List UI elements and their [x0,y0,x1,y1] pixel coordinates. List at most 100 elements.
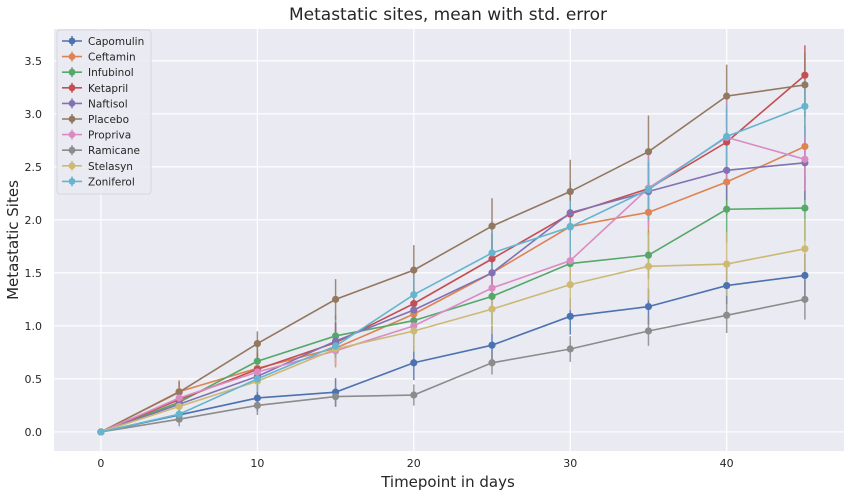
legend-label: Capomulin [88,36,144,48]
legend-item: Zoniferol [62,176,135,188]
series-line [100,248,806,433]
series-zoniferol [97,102,809,436]
data-point [331,342,340,350]
data-point [253,375,261,383]
data-point [253,339,261,348]
legend-marker [68,115,76,123]
series-group [97,71,809,436]
data-point [723,132,731,141]
data-point [488,305,496,313]
data-point [410,316,418,325]
data-point [566,223,574,231]
data-point [488,255,496,263]
x-tick-labels: 0 10 20 30 40 [97,457,733,470]
series-line [100,105,806,433]
data-point [175,410,183,418]
legend-item: Ceftamin [62,51,136,64]
plot-area [54,29,844,451]
data-point [410,359,418,367]
y-tick-label: 2.0 [25,214,43,227]
series-capomulin [97,271,809,436]
data-point [723,260,731,268]
legend-marker [68,68,76,76]
x-axis-label: Timepoint in days [380,473,515,491]
legend-marker [68,37,76,45]
series-line [100,207,805,433]
data-point [253,368,261,376]
y-tick-label: 0.5 [25,373,43,386]
legend-marker [68,146,76,154]
legend-label: Ramicane [88,145,140,157]
data-point [331,337,340,345]
data-point [410,266,418,274]
y-tick-label: 0.0 [25,426,43,439]
data-point [410,391,418,399]
data-point [801,142,809,151]
data-point [566,209,574,217]
legend-item: Ramicane [62,145,140,157]
y-tick-label: 1.0 [25,320,43,333]
data-point [488,284,496,292]
series-line [100,162,805,433]
data-point [723,166,731,174]
data-point [488,249,496,257]
x-tick-label: 20 [407,457,421,470]
legend-label: Stelasyn [88,161,133,173]
data-point [644,262,653,270]
data-point [410,306,418,314]
data-point [644,185,653,194]
y-tick-label: 3.0 [25,108,43,121]
legend-label: Placebo [88,114,129,126]
legend-label: Ceftamin [88,52,136,64]
data-point [253,394,261,402]
data-point [97,428,105,436]
legend-box [56,29,152,195]
series-line [100,145,806,433]
legend-item: Infubinol [62,67,134,79]
legend-marker [68,84,76,92]
data-point [488,222,496,230]
data-point [331,295,340,303]
y-tick-label: 1.5 [25,267,43,280]
data-point [175,388,183,396]
data-point [410,300,418,308]
legend-marker [68,100,76,107]
data-point [801,102,809,110]
data-point [801,155,809,163]
y-tick-label: 2.5 [25,161,43,174]
data-point [488,359,496,367]
series-line [100,274,805,433]
legend-item: Stelasyn [62,160,133,173]
data-point [410,322,418,330]
data-point [723,311,731,319]
x-tick-label: 0 [97,457,104,470]
data-point [566,281,574,289]
data-point [488,341,496,349]
data-point [175,415,183,423]
legend-marker [68,162,76,170]
data-point [644,148,653,156]
data-point [253,357,261,365]
data-point [566,345,574,353]
data-point [331,332,340,340]
legend-item: Propriva [62,129,131,142]
data-point [175,402,183,411]
data-point [644,208,653,216]
data-point [488,292,496,301]
series-line [100,298,806,433]
chart-title: Metastatic sites, mean with std. error [289,5,607,25]
data-point [566,312,574,320]
legend-marker [68,178,76,185]
data-point [331,393,340,401]
legend-label: Infubinol [88,67,134,79]
data-point [175,394,183,402]
legend-item: Placebo [62,114,129,126]
legend-item: Naftisol [62,98,128,110]
data-point [801,81,809,89]
legend-label: Ketapril [88,83,128,95]
data-point [644,327,653,335]
legend-label: Zoniferol [88,176,135,188]
data-point [566,187,574,196]
